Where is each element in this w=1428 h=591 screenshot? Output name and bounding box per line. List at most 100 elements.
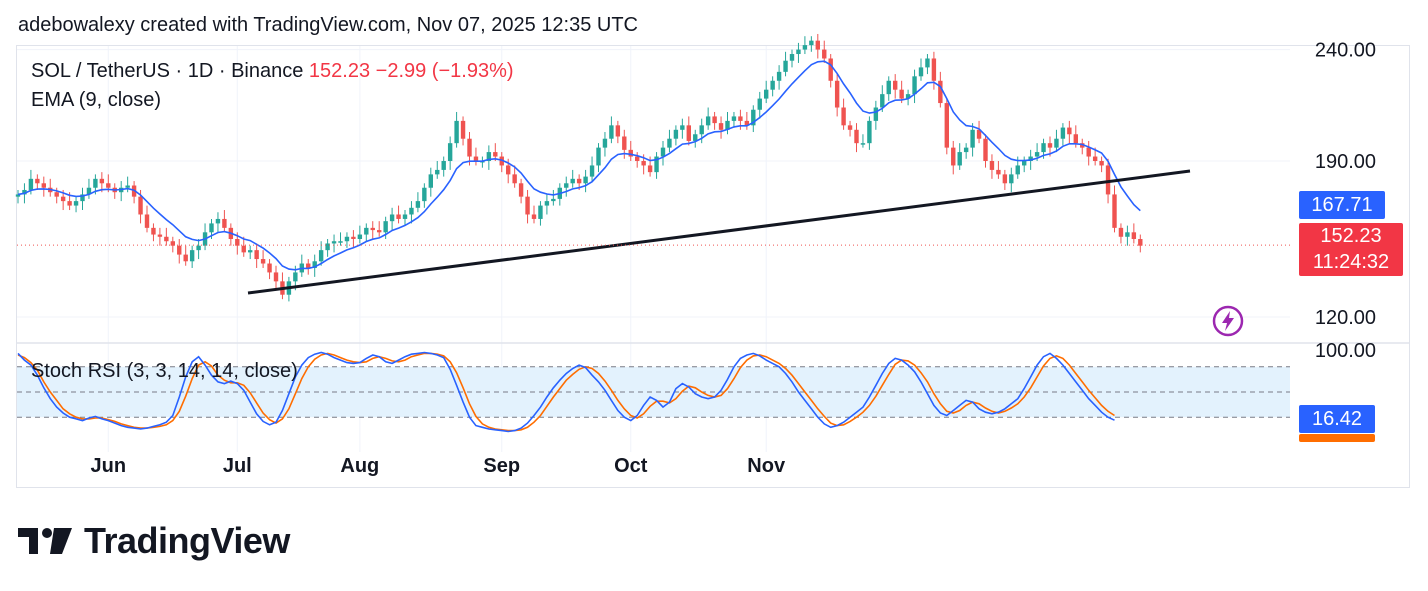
- candle-body: [318, 250, 324, 262]
- candle-body: [576, 178, 582, 184]
- chart-credit: adebowalexy created with TradingView.com…: [18, 14, 638, 36]
- candle-body: [531, 214, 537, 219]
- candle-body: [1028, 156, 1033, 161]
- price-tick-label: 190.00: [1315, 151, 1376, 173]
- stoch-k-line: [17, 351, 1115, 433]
- ema-legend[interactable]: EMA (9, close): [31, 89, 162, 111]
- time-tick-label: Nov: [747, 455, 786, 477]
- candle-body: [177, 245, 182, 255]
- candle-body: [647, 165, 653, 173]
- grid: [17, 46, 1409, 452]
- candle-body: [293, 272, 298, 282]
- candle-body: [1131, 232, 1137, 239]
- candle-body: [738, 116, 743, 121]
- candle-body: [925, 58, 930, 68]
- lightning-icon[interactable]: [1212, 305, 1244, 337]
- candle-body: [248, 250, 253, 253]
- candle-body: [325, 243, 330, 251]
- tradingview-logo-icon: [18, 528, 72, 554]
- candle-body: [1034, 152, 1040, 157]
- candle-body: [718, 123, 724, 130]
- candle-body: [80, 194, 85, 202]
- candle-body: [963, 147, 969, 153]
- candle-body: [1099, 161, 1104, 166]
- candle-body: [22, 189, 27, 195]
- candle-body: [615, 125, 621, 137]
- candle-body: [744, 120, 750, 126]
- candle-body: [1112, 194, 1117, 228]
- candle-body: [357, 234, 363, 239]
- candle-body: [538, 205, 543, 219]
- symbol-legend[interactable]: SOL / TetherUS · 1D · Binance 152.23 −2.…: [31, 60, 514, 83]
- candle-body: [1009, 174, 1014, 184]
- candle-body: [377, 230, 382, 233]
- candle-body: [396, 214, 401, 219]
- candle-body: [583, 176, 588, 184]
- brand-name: TradingView: [84, 520, 290, 561]
- price-change-value: −2.99 (−1.93%): [375, 60, 514, 82]
- candle-body: [976, 129, 982, 139]
- candle-body: [886, 80, 891, 95]
- candle-body: [1047, 143, 1053, 148]
- candle-body: [602, 138, 608, 148]
- candle-body: [873, 107, 879, 121]
- stoch-d-tag: [1299, 434, 1375, 442]
- candle-body: [422, 187, 427, 202]
- candle-body: [609, 125, 614, 139]
- candle-body: [28, 178, 34, 190]
- candle-body: [415, 201, 421, 208]
- candle-body: [241, 245, 246, 253]
- candle-body: [493, 152, 498, 157]
- candle-body: [518, 183, 524, 197]
- candle-body: [260, 259, 266, 264]
- candle-body: [1080, 143, 1085, 148]
- time-tick-label: Sep: [483, 455, 520, 477]
- candle-body: [854, 129, 859, 144]
- candle-body: [564, 183, 569, 188]
- candle-body: [551, 198, 556, 202]
- candle-body: [331, 241, 337, 244]
- price-axis: 120.00 190.00 240.00: [1315, 40, 1376, 329]
- candle-body: [454, 120, 459, 144]
- stoch-rsi-legend[interactable]: Stoch RSI (3, 3, 14, 14, close): [31, 360, 298, 382]
- candle-body: [628, 149, 633, 157]
- candle-body: [1073, 134, 1078, 144]
- ema-price-tag: 167.71: [1299, 191, 1385, 219]
- candle-body: [828, 58, 833, 81]
- chart-frame: [16, 45, 1410, 488]
- candle-body: [338, 241, 343, 243]
- candle-body: [834, 80, 840, 108]
- candle-body: [712, 116, 717, 124]
- candle-body: [899, 89, 904, 99]
- candle-body: [938, 80, 943, 104]
- candle-body: [1067, 127, 1072, 135]
- candle-body: [693, 134, 698, 141]
- candle-body: [880, 94, 885, 108]
- candle-body: [815, 40, 820, 50]
- candle-body: [506, 165, 511, 175]
- candle-body: [686, 125, 691, 141]
- time-axis: Jun Jul Aug Sep Oct Nov: [91, 455, 786, 477]
- candle-body: [989, 161, 995, 170]
- candle-body: [822, 49, 827, 59]
- time-tick-label: Jul: [223, 455, 252, 477]
- candle-body: [402, 214, 408, 219]
- ema-line: [17, 60, 1141, 271]
- candle-body: [789, 54, 795, 61]
- candle-body: [15, 194, 21, 197]
- candle-body: [67, 201, 72, 206]
- stoch-k-tag: 16.42: [1299, 405, 1375, 433]
- candle-body: [731, 116, 737, 121]
- candle-body: [196, 245, 201, 251]
- candle-body: [751, 109, 756, 126]
- candle-body: [215, 218, 221, 224]
- candle-body: [725, 120, 730, 130]
- candle-body: [144, 214, 150, 228]
- candle-body: [641, 161, 646, 166]
- tradingview-logo: TradingView: [18, 520, 290, 561]
- candle-body: [312, 261, 317, 268]
- stoch-rsi-pane: 100.00: [17, 340, 1376, 433]
- candle-body: [654, 156, 659, 173]
- candle-body: [364, 227, 369, 235]
